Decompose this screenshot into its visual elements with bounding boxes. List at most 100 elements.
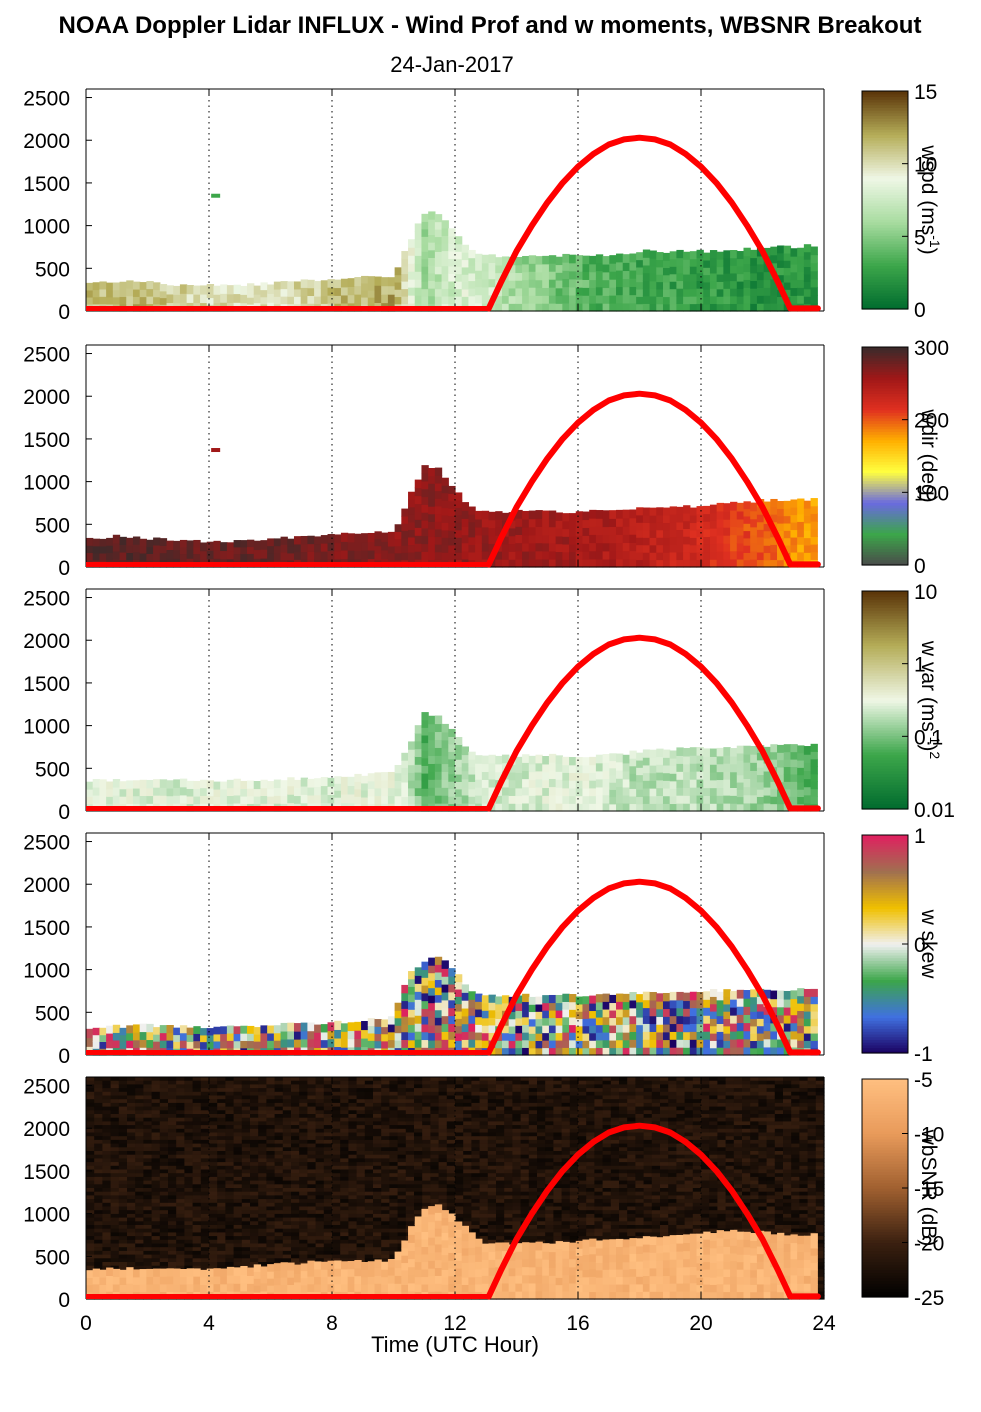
heatmap-cell — [797, 521, 805, 530]
heatmap-cell — [408, 971, 416, 980]
heatmap-cell — [241, 1084, 251, 1089]
heatmap-cell — [703, 303, 711, 312]
heatmap-cell — [250, 1128, 259, 1134]
heatmap-cell — [394, 1017, 402, 1026]
heatmap-cell — [763, 530, 771, 539]
heatmap-cell — [233, 1162, 243, 1167]
heatmap-cell — [468, 1007, 476, 1016]
heatmap-cell — [770, 744, 778, 753]
y-tick-label: 2000 — [23, 630, 70, 653]
heatmap-cell — [184, 1106, 194, 1111]
heatmap-cell — [110, 1154, 120, 1159]
heatmap-cell — [291, 1165, 300, 1171]
heatmap-cell — [394, 552, 402, 561]
heatmap-cell — [508, 543, 516, 552]
heatmap-cell — [723, 535, 731, 544]
heatmap-cell — [542, 287, 550, 296]
heatmap-cell — [209, 1258, 218, 1263]
heatmap-cell — [636, 1009, 644, 1018]
heatmap-cell — [307, 778, 315, 788]
heatmap-cell — [193, 780, 201, 790]
heatmap-cell — [562, 302, 570, 312]
heatmap-cell — [528, 1025, 537, 1034]
heatmap-cell — [461, 542, 470, 552]
heatmap-cell — [307, 1191, 317, 1196]
heatmap-cell — [159, 1125, 169, 1130]
heatmap-cell — [495, 272, 503, 281]
heatmap-cell — [176, 1132, 185, 1137]
heatmap-cell — [508, 527, 516, 537]
colorbar-segment — [862, 1050, 908, 1054]
heatmap-cell — [481, 787, 490, 796]
colorbar-segment — [862, 667, 908, 671]
heatmap-cell — [736, 288, 745, 297]
colorbar-segment — [862, 189, 908, 193]
heatmap-cell — [291, 1247, 300, 1252]
heatmap-cell — [307, 1121, 317, 1126]
heatmap-cell — [595, 794, 604, 804]
heatmap-cell — [291, 1206, 300, 1211]
colorbar-segment — [862, 618, 908, 622]
heatmap-cell — [709, 272, 718, 282]
heatmap-cell — [217, 1243, 226, 1248]
heatmap-cell — [184, 1151, 194, 1156]
heatmap-cell — [743, 271, 751, 280]
heatmap-cell — [602, 1001, 610, 1010]
heatmap-cell — [428, 551, 436, 560]
heatmap-cell — [394, 538, 402, 547]
heatmap-cell — [86, 552, 94, 561]
colorbar-segment — [862, 232, 908, 237]
heatmap-cell — [495, 996, 503, 1005]
heatmap-cell — [723, 519, 731, 528]
heatmap-cell — [428, 506, 436, 515]
heatmap-cell — [548, 1032, 557, 1041]
heatmap-cell — [763, 786, 771, 796]
heatmap-cell — [448, 788, 456, 797]
heatmap-cell — [642, 764, 651, 774]
heatmap-cell — [797, 271, 805, 280]
heatmap-cell — [314, 544, 322, 553]
heatmap-cell — [602, 518, 610, 528]
heatmap-cell — [408, 756, 416, 766]
heatmap-cell — [184, 1136, 194, 1141]
colorbar-segment — [862, 96, 908, 100]
heatmap-cell — [86, 1136, 95, 1141]
heatmap-cell — [783, 522, 792, 531]
heatmap-cell — [127, 1139, 136, 1145]
heatmap-cell — [441, 747, 449, 757]
heatmap-cell — [299, 1195, 308, 1200]
heatmap-cell — [562, 551, 570, 560]
heatmap-cell — [461, 502, 470, 511]
heatmap-cell — [258, 1254, 267, 1259]
heatmap-cell — [629, 534, 637, 543]
heatmap-cell — [609, 534, 617, 544]
heatmap-cell — [736, 745, 745, 754]
heatmap-cell — [307, 1169, 317, 1174]
heatmap-cell — [649, 295, 657, 305]
heatmap-cell — [200, 1262, 210, 1267]
heatmap-cell — [434, 1002, 443, 1011]
heatmap-cell — [441, 485, 449, 494]
heatmap-cell — [448, 781, 456, 790]
heatmap-cell — [267, 1040, 275, 1049]
colorbar-segment — [862, 835, 908, 839]
heatmap-cell — [441, 529, 449, 538]
heatmap-cell — [258, 1080, 267, 1085]
heatmap-cell — [495, 295, 503, 304]
heatmap-cell — [282, 1080, 292, 1085]
heatmap-cell — [192, 1221, 202, 1226]
heatmap-cell — [168, 1117, 177, 1122]
colorbar-segment — [862, 352, 908, 356]
heatmap-cell — [86, 1028, 94, 1039]
heatmap-cell — [797, 498, 805, 507]
heatmap-cell — [709, 295, 718, 304]
heatmap-cell — [143, 1232, 153, 1237]
heatmap-cell — [609, 796, 617, 805]
heatmap-cell — [241, 1176, 251, 1182]
heatmap-cell — [669, 1023, 677, 1032]
heatmap-cell — [414, 748, 423, 757]
heatmap-cell — [548, 802, 557, 812]
heatmap-cell — [501, 512, 510, 522]
heatmap-cell — [803, 1003, 812, 1012]
heatmap-cell — [401, 781, 409, 790]
